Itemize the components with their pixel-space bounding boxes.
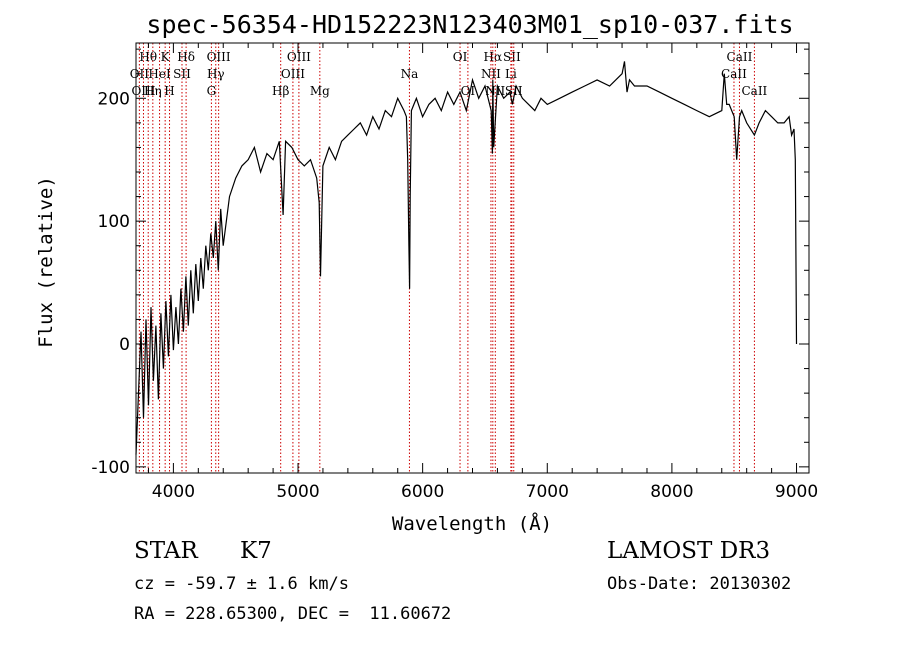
spectral-line-label: G: [207, 84, 217, 98]
y-tick-label: -100: [91, 458, 130, 478]
x-tick-label: 8000: [650, 482, 693, 502]
y-axis-label: Flux (relative): [35, 176, 57, 348]
spectral-line-label: Hδ: [177, 50, 195, 64]
spectral-line-label: OIII: [131, 84, 155, 98]
x-tick-label: 7000: [526, 482, 569, 502]
spectral-line-label: HeI: [148, 67, 171, 81]
x-axis-label: Wavelength (Å): [392, 512, 552, 535]
spectral-line-label: OIII: [287, 50, 311, 64]
x-tick-label: 9000: [775, 482, 818, 502]
y-tick-label: 0: [119, 335, 130, 355]
spectral-line-label: CaII: [721, 67, 747, 81]
spectral-line-label: Li: [505, 67, 517, 81]
object-subclass: K7: [240, 538, 272, 564]
coordinates: RA = 228.65300, DEC = 11.60672: [134, 604, 452, 624]
spectral-line-label: SII: [503, 50, 521, 64]
spectral-line-label: CaII: [741, 84, 767, 98]
spectral-line-label: NII: [481, 67, 501, 81]
spectral-line-label: Mg: [310, 84, 330, 98]
redshift-info: cz = -59.7 ± 1.6 km/s: [134, 574, 349, 594]
spectral-line-label: Hη: [144, 84, 162, 98]
spectral-line-label: H: [164, 84, 174, 98]
object-class: STAR: [134, 538, 198, 564]
spectral-line-label: Hγ: [207, 67, 225, 81]
chart-title: spec-56354-HD152223N123403M01_sp10-037.f…: [146, 10, 793, 39]
x-tick-label: 5000: [276, 482, 319, 502]
spectral-line-label: SII: [505, 84, 523, 98]
plot-frame: [135, 42, 810, 474]
spectral-line-label: Hθ: [139, 50, 157, 64]
y-tick-label: 100: [98, 212, 130, 232]
spectral-line-label: OI: [461, 84, 476, 98]
spectral-line-label: NII: [485, 84, 505, 98]
spectral-line-label: SII: [173, 67, 191, 81]
x-tick-label: 6000: [401, 482, 444, 502]
spectral-line-label: OIII: [207, 50, 231, 64]
spectral-line-label: Hα: [484, 50, 503, 64]
spectrum-chart: spec-56354-HD152223N123403M01_sp10-037.f…: [35, 10, 818, 535]
spectral-line-label: OIII: [281, 67, 305, 81]
spectral-line-label: CaII: [727, 50, 753, 64]
observation-date: Obs-Date: 20130302: [607, 574, 792, 594]
spectral-line-label: Hβ: [272, 84, 289, 98]
spectral-line-label: Na: [401, 67, 419, 81]
survey-name: LAMOST DR3: [607, 538, 771, 564]
y-tick-label: 200: [98, 89, 130, 109]
spectral-line-label: OI: [453, 50, 468, 64]
spectral-line-label: K: [161, 50, 171, 64]
spectrum-line: [135, 61, 798, 455]
x-tick-label: 4000: [152, 482, 195, 502]
